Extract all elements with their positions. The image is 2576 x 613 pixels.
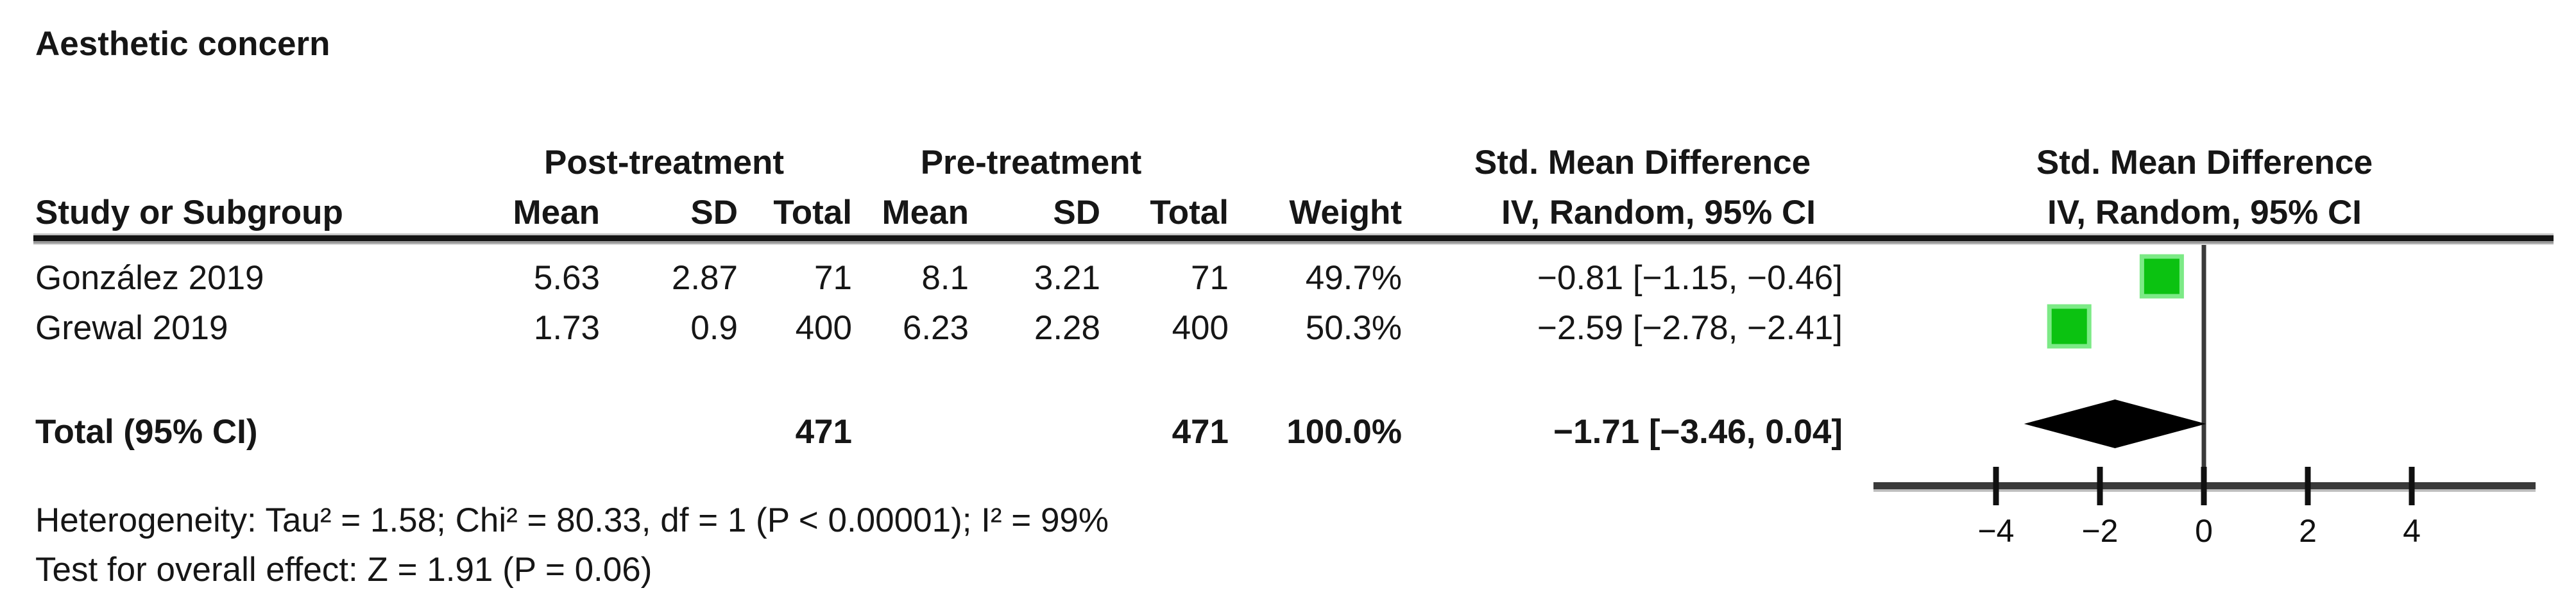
tick-label: 2 [2299,513,2317,549]
row-2-pre-total: 400 [1172,309,1229,347]
total-pre-total: 471 [1172,413,1229,451]
group-header-smd-plot: Std. Mean Difference [2036,144,2373,181]
group-header-smd-values: Std. Mean Difference [1474,144,1811,181]
row-2-pre-mean: 6.23 [902,309,969,347]
zero-line [2201,245,2206,485]
tick-label: −2 [2081,513,2118,549]
col-header-post-sd: SD [690,194,738,231]
row-2-post-mean: 1.73 [533,309,600,347]
row-1-pre-mean: 8.1 [921,259,969,297]
row-2-post-sd: 0.9 [690,309,738,347]
tick-label: 0 [2195,513,2213,549]
figure-title: Aesthetic concern [35,25,330,63]
col-header-weight: Weight [1289,194,1402,231]
col-header-pre-total: Total [1150,194,1229,231]
col-header-study: Study or Subgroup [35,194,343,231]
row-2-post-total: 400 [795,309,852,347]
group-header-pre-treatment: Pre-treatment [920,144,1142,181]
heterogeneity-note: Heterogeneity: Tau² = 1.58; Chi² = 80.33… [35,501,1109,539]
col-header-pre-mean: Mean [882,194,969,231]
tick-mark [2201,467,2207,505]
total-diamond [2024,399,2206,448]
row-2-study: Grewal 2019 [35,309,228,347]
header-divider [33,233,2554,245]
study-marker [2047,304,2092,349]
col-header-iv-values: IV, Random, 95% CI [1501,194,1816,231]
tick-mark [2409,467,2415,505]
row-2-pre-sd: 2.28 [1034,309,1100,347]
total-weight: 100.0% [1286,413,1402,451]
col-header-iv-plot: IV, Random, 95% CI [2047,194,2362,231]
row-1-smd-ci: −0.81 [−1.15, −0.46] [1537,259,1843,297]
row-1-post-mean: 5.63 [533,259,600,297]
study-marker [2139,254,2184,299]
row-1-pre-total: 71 [1191,259,1229,297]
tick-label: −4 [1977,513,2014,549]
row-1-pre-sd: 3.21 [1034,259,1100,297]
row-1-study: González 2019 [35,259,264,297]
tick-mark [2097,467,2103,505]
total-label: Total (95% CI) [35,413,258,451]
overall-effect-note: Test for overall effect: Z = 1.91 (P = 0… [35,551,653,589]
tick-label: 4 [2403,513,2421,549]
total-smd-ci: −1.71 [−3.46, 0.04] [1553,413,1843,451]
total-post-total: 471 [795,413,852,451]
col-header-post-total: Total [773,194,852,231]
row-1-post-sd: 2.87 [671,259,738,297]
col-header-pre-sd: SD [1053,194,1100,231]
row-1-weight: 49.7% [1305,259,1402,297]
tick-mark [1993,467,1999,505]
row-1-post-total: 71 [814,259,852,297]
row-2-weight: 50.3% [1305,309,1402,347]
group-header-post-treatment: Post-treatment [543,144,785,181]
tick-mark [2305,467,2311,505]
row-2-smd-ci: −2.59 [−2.78, −2.41] [1537,309,1843,347]
col-header-post-mean: Mean [513,194,600,231]
